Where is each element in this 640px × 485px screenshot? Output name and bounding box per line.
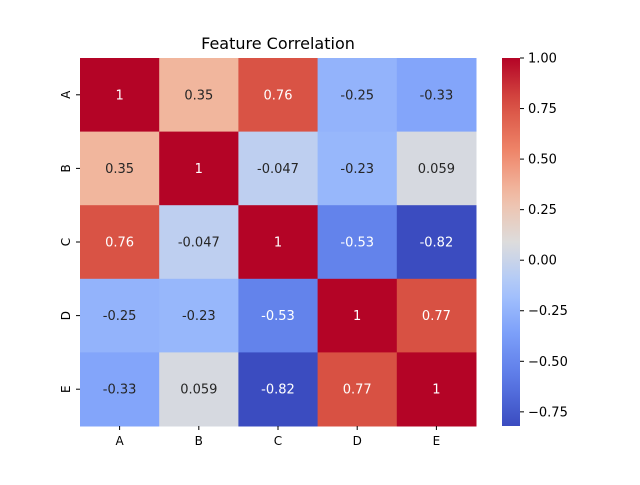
x-tick-label: C [274,434,282,448]
cell-value-label: -0.23 [182,309,216,324]
x-tick-label: D [353,434,362,448]
cell-value-label: 0.35 [184,88,213,103]
heatmap-cell [317,205,398,280]
y-tick-label: B [59,164,73,172]
heatmap-cell [159,131,239,206]
cell-value-label: 0.35 [105,162,134,177]
cell-value-label: -0.82 [420,236,454,251]
cell-value-label: -0.33 [420,88,454,103]
y-tick-label: E [59,385,73,393]
heatmap-cell [159,205,239,280]
heatmap-cell [396,131,477,206]
cell-value-label: 0.77 [343,383,372,398]
colorbar-tick-label: 0.25 [528,203,557,218]
heatmap-cell [80,58,160,133]
colorbar-tick-label: 0.50 [528,153,557,168]
cell-value-label: -0.53 [340,236,374,251]
cell-value-label: 1 [274,236,282,251]
cell-value-label: -0.047 [178,236,220,251]
heatmap-cells [80,58,477,427]
x-tick-label: E [433,434,441,448]
cell-value-label: -0.25 [340,88,374,103]
y-tick-label: C [59,238,73,246]
cell-value-label: -0.82 [261,383,295,398]
heatmap-cell [80,352,160,427]
colorbar-tick-label: −0.50 [528,355,568,370]
colorbar: 1.00 0.75 0.50 0.25 0.00 −0.25 −0.50 −0.75 [502,52,568,426]
cell-value-label: 1 [353,309,361,324]
cell-value-label: -0.25 [103,309,137,324]
colorbar-tick-label: 0.75 [528,102,557,117]
heatmap-cell [159,58,239,133]
cell-value-label: -0.047 [257,162,299,177]
cell-value-label: 0.059 [418,162,455,177]
x-axis: A B C D E [115,426,440,448]
heatmap-cell [159,352,239,427]
cell-value-label: 0.76 [105,236,134,251]
y-tick-label: A [59,90,73,99]
cell-value-label: 1 [195,162,203,177]
heatmap-cell [317,278,398,353]
colorbar-gradient [502,58,520,426]
heatmap-cell [396,352,477,427]
y-tick-label: D [59,311,73,320]
heatmap-cell [80,278,160,353]
x-tick-label: A [115,434,124,448]
heatmap-cell [238,352,319,427]
heatmap-cell [159,278,239,353]
heatmap-cell [80,131,160,206]
heatmap-cell [80,205,160,280]
heatmap-cell [317,131,398,206]
heatmap-cell-labels: 1 0.35 0.76 -0.25 -0.33 0.35 1 -0.047 -0.23 0.059… [103,88,455,397]
heatmap-cell [238,131,319,206]
colorbar-tick-label: 1.00 [528,52,557,67]
heatmap-cell [396,278,477,353]
chart-title: Feature Correlation [201,34,355,53]
colorbar-tick-label: −0.75 [528,405,568,420]
x-tick-label: B [195,434,203,448]
cell-value-label: 0.76 [264,88,293,103]
heatmap-cell [317,58,398,133]
cell-value-label: 0.059 [180,383,217,398]
cell-value-label: 1 [115,88,123,103]
cell-value-label: 0.77 [422,309,451,324]
heatmap-cell [396,205,477,280]
cell-value-label: 1 [432,383,440,398]
cell-value-label: -0.23 [340,162,374,177]
heatmap-cell [396,58,477,133]
cell-value-label: -0.53 [261,309,295,324]
heatmap-cell [238,278,319,353]
heatmap-cell [238,58,319,133]
colorbar-tick-label: 0.00 [528,254,557,269]
colorbar-tick-label: −0.25 [528,304,568,319]
heatmap-cell [317,352,398,427]
cell-value-label: -0.33 [103,383,137,398]
y-axis: A B C D E [59,90,80,393]
heatmap-cell [238,205,319,280]
